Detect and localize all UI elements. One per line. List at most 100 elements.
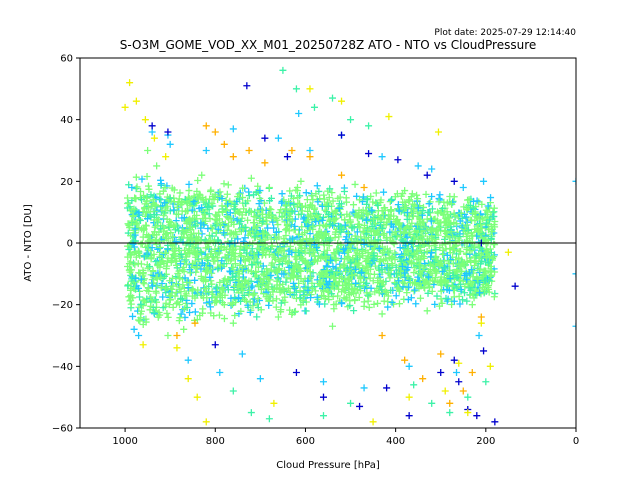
core-point (275, 233, 283, 241)
core-point (132, 274, 140, 282)
core-point (236, 189, 244, 197)
core-point (417, 294, 425, 302)
core-point (255, 200, 263, 208)
data-point (319, 378, 327, 386)
core-point (147, 191, 155, 199)
core-point (250, 191, 258, 199)
core-point (186, 279, 194, 287)
core-point (137, 240, 145, 248)
core-point (308, 202, 316, 210)
data-point (292, 295, 300, 302)
data-point (220, 301, 228, 309)
core-point (175, 275, 183, 283)
core-point (429, 262, 437, 270)
core-point (367, 192, 375, 200)
data-point (148, 202, 156, 210)
core-point (147, 302, 155, 310)
core-point (215, 311, 223, 319)
core-point (385, 254, 393, 262)
core-point (235, 190, 243, 198)
core-point (241, 223, 249, 231)
core-point (447, 200, 455, 208)
core-point (204, 203, 212, 211)
core-point (471, 209, 479, 217)
core-point (195, 229, 203, 237)
core-point (463, 297, 471, 305)
core-point (127, 300, 135, 308)
data-point (338, 97, 346, 105)
core-point (168, 184, 176, 192)
data-point (261, 134, 269, 142)
data-point (484, 202, 492, 210)
data-point (319, 233, 327, 241)
core-point (290, 268, 298, 276)
core-point (245, 286, 253, 294)
core-point (415, 236, 423, 243)
core-point (215, 249, 223, 257)
data-point (261, 159, 269, 167)
core-point (124, 282, 132, 290)
data-point (153, 162, 161, 170)
core-point (308, 250, 316, 258)
core-point (365, 303, 373, 311)
core-point (349, 201, 357, 209)
core-point (371, 213, 379, 221)
core-point (450, 297, 458, 305)
core-point (239, 273, 247, 281)
core-point (145, 185, 153, 193)
core-point (421, 223, 429, 231)
core-point (278, 270, 286, 278)
data-point (229, 153, 237, 161)
core-point (161, 184, 169, 192)
core-point (487, 194, 495, 202)
core-point (477, 260, 485, 268)
core-point (361, 284, 369, 292)
data-point (468, 301, 476, 309)
core-point (478, 200, 486, 208)
core-point (285, 263, 293, 271)
core-point (140, 297, 148, 305)
core-point (477, 221, 485, 229)
core-point (207, 277, 215, 285)
core-point (297, 301, 305, 309)
core-point (443, 199, 451, 207)
core-point (174, 298, 182, 306)
core-point (188, 285, 196, 293)
core-point (154, 261, 162, 269)
core-point (304, 277, 312, 285)
core-point (248, 261, 256, 269)
core-point (159, 304, 167, 312)
core-point (143, 172, 151, 180)
x-tick-label: 600 (296, 436, 315, 447)
core-point (341, 255, 349, 263)
core-point (444, 257, 452, 265)
data-point (292, 85, 300, 93)
core-point (358, 269, 366, 277)
core-point (153, 216, 161, 224)
data-point (401, 356, 409, 364)
core-point (241, 234, 249, 242)
data-point (274, 248, 282, 256)
core-point (369, 198, 377, 206)
core-point (475, 220, 483, 228)
core-point (278, 199, 286, 207)
core-point (335, 200, 343, 208)
core-point (290, 200, 298, 208)
core-point (380, 204, 388, 212)
core-point (484, 208, 492, 216)
core-point (364, 249, 372, 257)
core-point (453, 265, 461, 273)
core-point (134, 260, 142, 268)
data-point (401, 251, 409, 259)
core-point (255, 251, 263, 259)
core-point (309, 196, 317, 204)
core-point (374, 201, 382, 209)
core-point (163, 258, 171, 266)
core-point (266, 205, 274, 213)
data-point (414, 162, 422, 170)
data-point (164, 332, 172, 339)
core-point (176, 189, 184, 197)
core-point (429, 225, 437, 233)
core-point (259, 218, 267, 226)
core-point (188, 206, 196, 214)
